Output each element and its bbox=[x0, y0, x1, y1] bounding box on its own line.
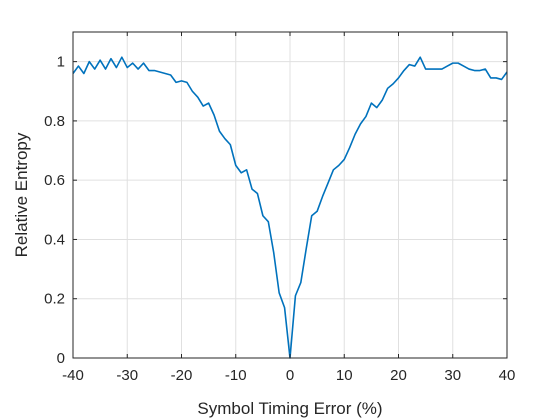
y-tick-label: 0.4 bbox=[44, 231, 65, 248]
x-tick-label: 10 bbox=[336, 367, 353, 384]
y-tick-label: 0 bbox=[57, 350, 65, 367]
y-tick-label: 0.2 bbox=[44, 291, 65, 308]
tick-marks bbox=[72, 32, 508, 359]
x-tick-label: -10 bbox=[225, 367, 247, 384]
x-tick-label: -40 bbox=[62, 367, 84, 384]
x-tick-label: -20 bbox=[171, 367, 193, 384]
x-axis-label: Symbol Timing Error (%) bbox=[197, 399, 382, 418]
x-tick-labels: -40 -30 -20 -10 0 10 20 30 40 bbox=[62, 367, 515, 384]
y-tick-label: 0.8 bbox=[44, 113, 65, 130]
x-tick-label: 20 bbox=[390, 367, 407, 384]
x-tick-label: 30 bbox=[444, 367, 461, 384]
grid-lines bbox=[73, 32, 507, 358]
y-axis-label: Relative Entropy bbox=[12, 132, 31, 257]
y-tick-label: 0.6 bbox=[44, 172, 65, 189]
x-tick-label: 40 bbox=[499, 367, 516, 384]
x-tick-label: 0 bbox=[286, 367, 294, 384]
x-tick-label: -30 bbox=[116, 367, 138, 384]
y-tick-label: 1 bbox=[57, 54, 65, 71]
y-tick-labels: 0 0.2 0.4 0.6 0.8 1 bbox=[44, 54, 65, 367]
